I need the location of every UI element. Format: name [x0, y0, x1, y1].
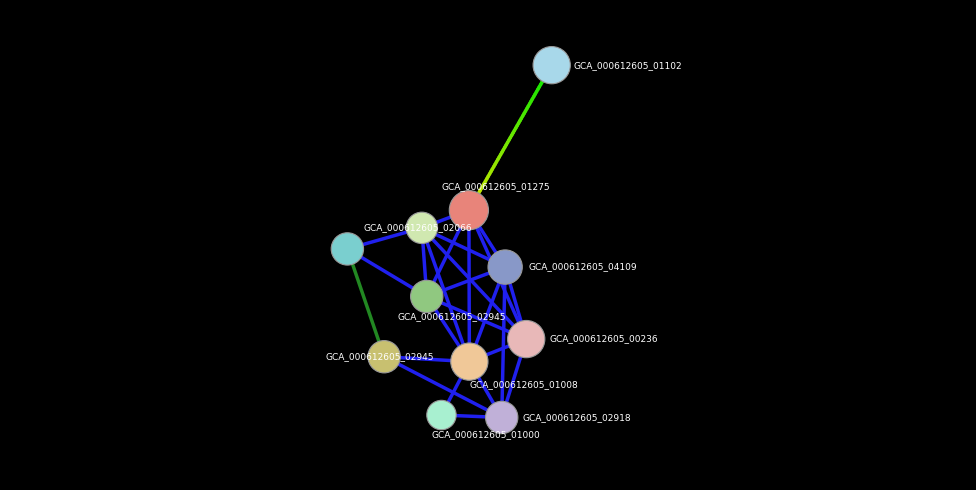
Circle shape	[451, 343, 488, 380]
Circle shape	[485, 401, 518, 434]
Text: GCA_000612605_02945: GCA_000612605_02945	[325, 352, 433, 361]
Text: GCA_000612605_02918: GCA_000612605_02918	[522, 413, 630, 422]
Circle shape	[368, 341, 400, 373]
Text: GCA_000612605_00236: GCA_000612605_00236	[549, 335, 659, 343]
Text: GCA_000612605_01102: GCA_000612605_01102	[574, 61, 682, 70]
Text: GCA_000612605_01000: GCA_000612605_01000	[431, 430, 541, 439]
Circle shape	[331, 233, 363, 265]
Circle shape	[488, 250, 522, 284]
Circle shape	[533, 47, 570, 84]
Circle shape	[427, 400, 456, 430]
Text: GCA_000612605_01008: GCA_000612605_01008	[469, 380, 578, 389]
Circle shape	[449, 191, 489, 230]
Circle shape	[406, 212, 437, 244]
Text: GCA_000612605_02066: GCA_000612605_02066	[363, 223, 471, 232]
Text: GCA_000612605_04109: GCA_000612605_04109	[529, 263, 637, 271]
Circle shape	[411, 280, 443, 313]
Text: GCA_000612605_01275: GCA_000612605_01275	[442, 182, 550, 191]
Circle shape	[508, 320, 545, 358]
Text: GCA_000612605_02945: GCA_000612605_02945	[397, 313, 506, 321]
